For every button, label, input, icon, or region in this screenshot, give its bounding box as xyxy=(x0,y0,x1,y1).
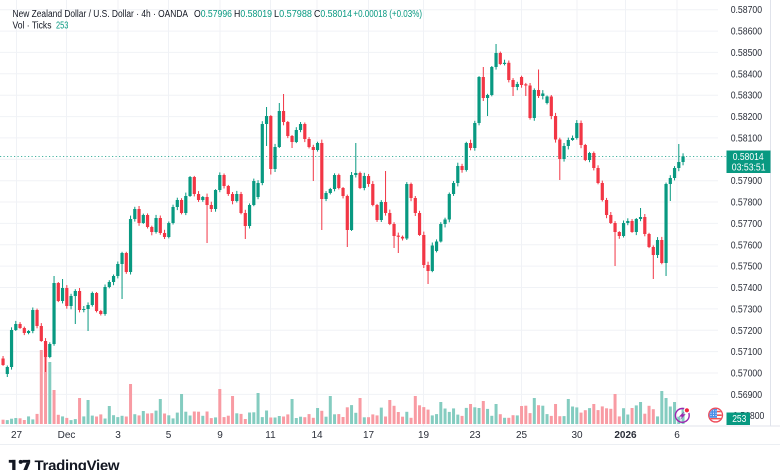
svg-text:0.57700: 0.57700 xyxy=(731,219,763,230)
svg-text:17: 17 xyxy=(363,430,375,441)
svg-text:0.58600: 0.58600 xyxy=(731,27,763,38)
svg-text:Vol · Ticks: Vol · Ticks xyxy=(13,21,52,32)
svg-text:0.57300: 0.57300 xyxy=(731,304,763,315)
svg-text:0.58400: 0.58400 xyxy=(731,69,763,80)
svg-text:9: 9 xyxy=(217,430,223,441)
svg-text:27: 27 xyxy=(11,430,23,441)
svg-text:L0.57988: L0.57988 xyxy=(274,9,312,20)
svg-text:23: 23 xyxy=(469,430,481,441)
svg-text:0.56900: 0.56900 xyxy=(731,390,763,401)
svg-text:25: 25 xyxy=(516,430,528,441)
svg-text:19: 19 xyxy=(418,430,430,441)
svg-text:O0.57996: O0.57996 xyxy=(194,9,232,20)
svg-text:6: 6 xyxy=(674,430,680,441)
svg-text:0.58014: 0.58014 xyxy=(733,152,764,163)
svg-text:0.58200: 0.58200 xyxy=(731,112,763,123)
svg-text:0.58100: 0.58100 xyxy=(731,133,763,144)
svg-text:0.57200: 0.57200 xyxy=(731,326,763,337)
svg-text:0.58300: 0.58300 xyxy=(731,91,763,102)
svg-text:30: 30 xyxy=(571,430,583,441)
svg-text:5: 5 xyxy=(166,430,172,441)
svg-text:0.58700: 0.58700 xyxy=(731,5,763,16)
svg-text:H0.58019: H0.58019 xyxy=(234,9,272,20)
svg-text:0.57400: 0.57400 xyxy=(731,283,763,294)
svg-text:0.57500: 0.57500 xyxy=(731,262,763,273)
svg-text:TradingView: TradingView xyxy=(35,458,120,470)
svg-text:11: 11 xyxy=(265,430,276,441)
svg-text:C0.58014: C0.58014 xyxy=(314,9,352,20)
svg-text:+0.00018 (+0.03%): +0.00018 (+0.03%) xyxy=(353,9,422,20)
svg-text:0.58500: 0.58500 xyxy=(731,48,763,59)
svg-text:New Zealand Dollar / U.S. Doll: New Zealand Dollar / U.S. Dollar · 4h · … xyxy=(13,9,189,20)
svg-text:253: 253 xyxy=(56,21,69,32)
svg-text:0.57000: 0.57000 xyxy=(731,369,763,380)
svg-text:253: 253 xyxy=(732,414,747,425)
svg-text:Dec: Dec xyxy=(58,430,76,441)
svg-text:0.57100: 0.57100 xyxy=(731,347,763,358)
svg-text:3: 3 xyxy=(115,430,121,441)
svg-text:0.57800: 0.57800 xyxy=(731,198,763,209)
svg-text:03:53:51: 03:53:51 xyxy=(732,162,766,173)
svg-text:0.57900: 0.57900 xyxy=(731,176,763,187)
svg-text:14: 14 xyxy=(311,430,323,441)
svg-text:2026: 2026 xyxy=(614,430,637,441)
svg-text:0.57600: 0.57600 xyxy=(731,240,763,251)
